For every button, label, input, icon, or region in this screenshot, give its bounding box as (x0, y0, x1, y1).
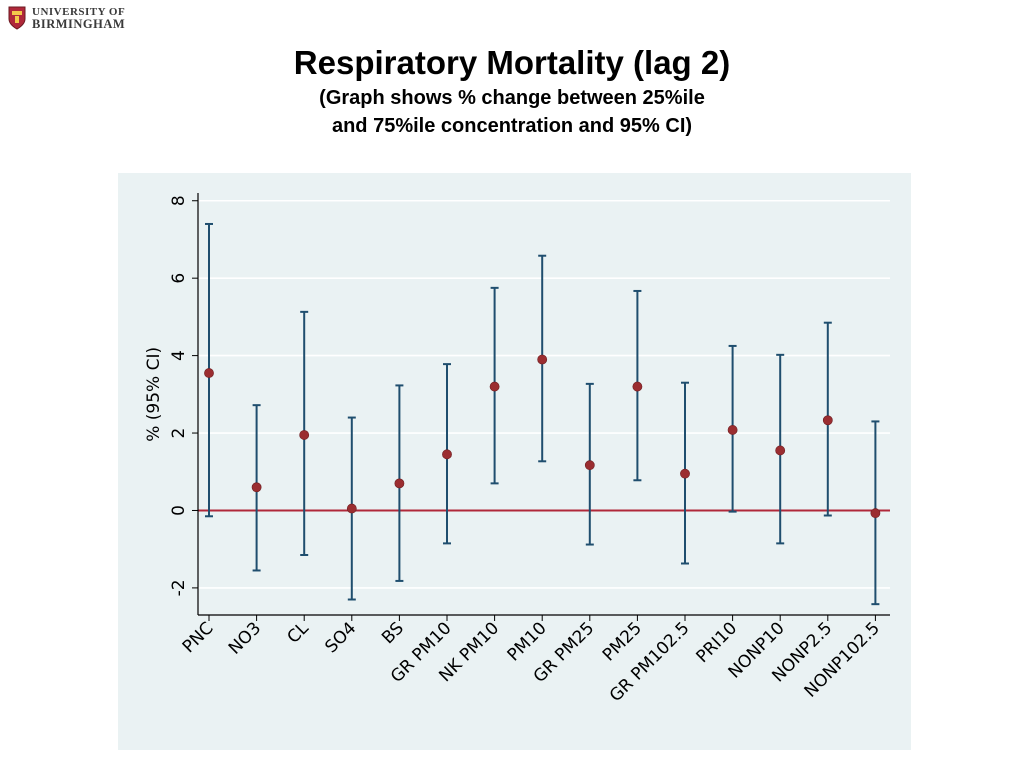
estimate-point (204, 368, 214, 378)
y-tick-label: -2 (169, 579, 189, 596)
x-tick-label: PNC (179, 618, 218, 657)
logo-text-line2: BIRMINGHAM (32, 17, 126, 31)
y-tick-label: 4 (169, 350, 189, 361)
slide-subtitle-line1: (Graph shows % change between 25%ile (319, 87, 705, 109)
slide-title-block: Respiratory Mortality (lag 2) (Graph sho… (0, 38, 1024, 140)
x-tick-label: SO4 (321, 618, 360, 657)
estimate-point (775, 445, 786, 456)
slide-subtitle-line2: and 75%ile concentration and 95% CI) (331, 115, 693, 137)
university-logo: UNIVERSITY OF BIRMINGHAM (8, 4, 148, 34)
estimate-point (584, 460, 595, 471)
y-tick-label: 8 (169, 195, 189, 206)
x-tick-label: NO3 (225, 618, 265, 658)
y-tick-label: 2 (169, 428, 189, 439)
y-tick-label: 6 (169, 273, 189, 284)
estimate-point (537, 354, 548, 365)
estimate-point (346, 503, 357, 514)
estimate-point (442, 449, 452, 460)
estimate-point (632, 381, 643, 392)
x-tick-label: CL (284, 618, 314, 648)
estimate-point (680, 468, 690, 479)
estimate-point (489, 381, 500, 392)
estimate-point (394, 478, 405, 489)
estimate-point (822, 415, 833, 426)
estimate-point (251, 482, 262, 493)
y-tick-label: 0 (169, 505, 189, 516)
y-axis-title: % (95% CI) (144, 347, 164, 442)
estimate-point (299, 430, 310, 440)
estimate-point (870, 508, 881, 519)
slide-title: Respiratory Mortality (lag 2) (293, 44, 731, 81)
estimate-point (727, 425, 738, 435)
logo-text-line1: UNIVERSITY OF (32, 6, 126, 18)
chart-panel: -2 0 2 4 6 8% (95% CI) PNC NO3 CL SO4 BS GR PM10 NK … (118, 173, 911, 750)
plot-area (198, 193, 890, 615)
university-crest-icon (8, 6, 26, 30)
x-tick-label: BS (378, 618, 408, 648)
